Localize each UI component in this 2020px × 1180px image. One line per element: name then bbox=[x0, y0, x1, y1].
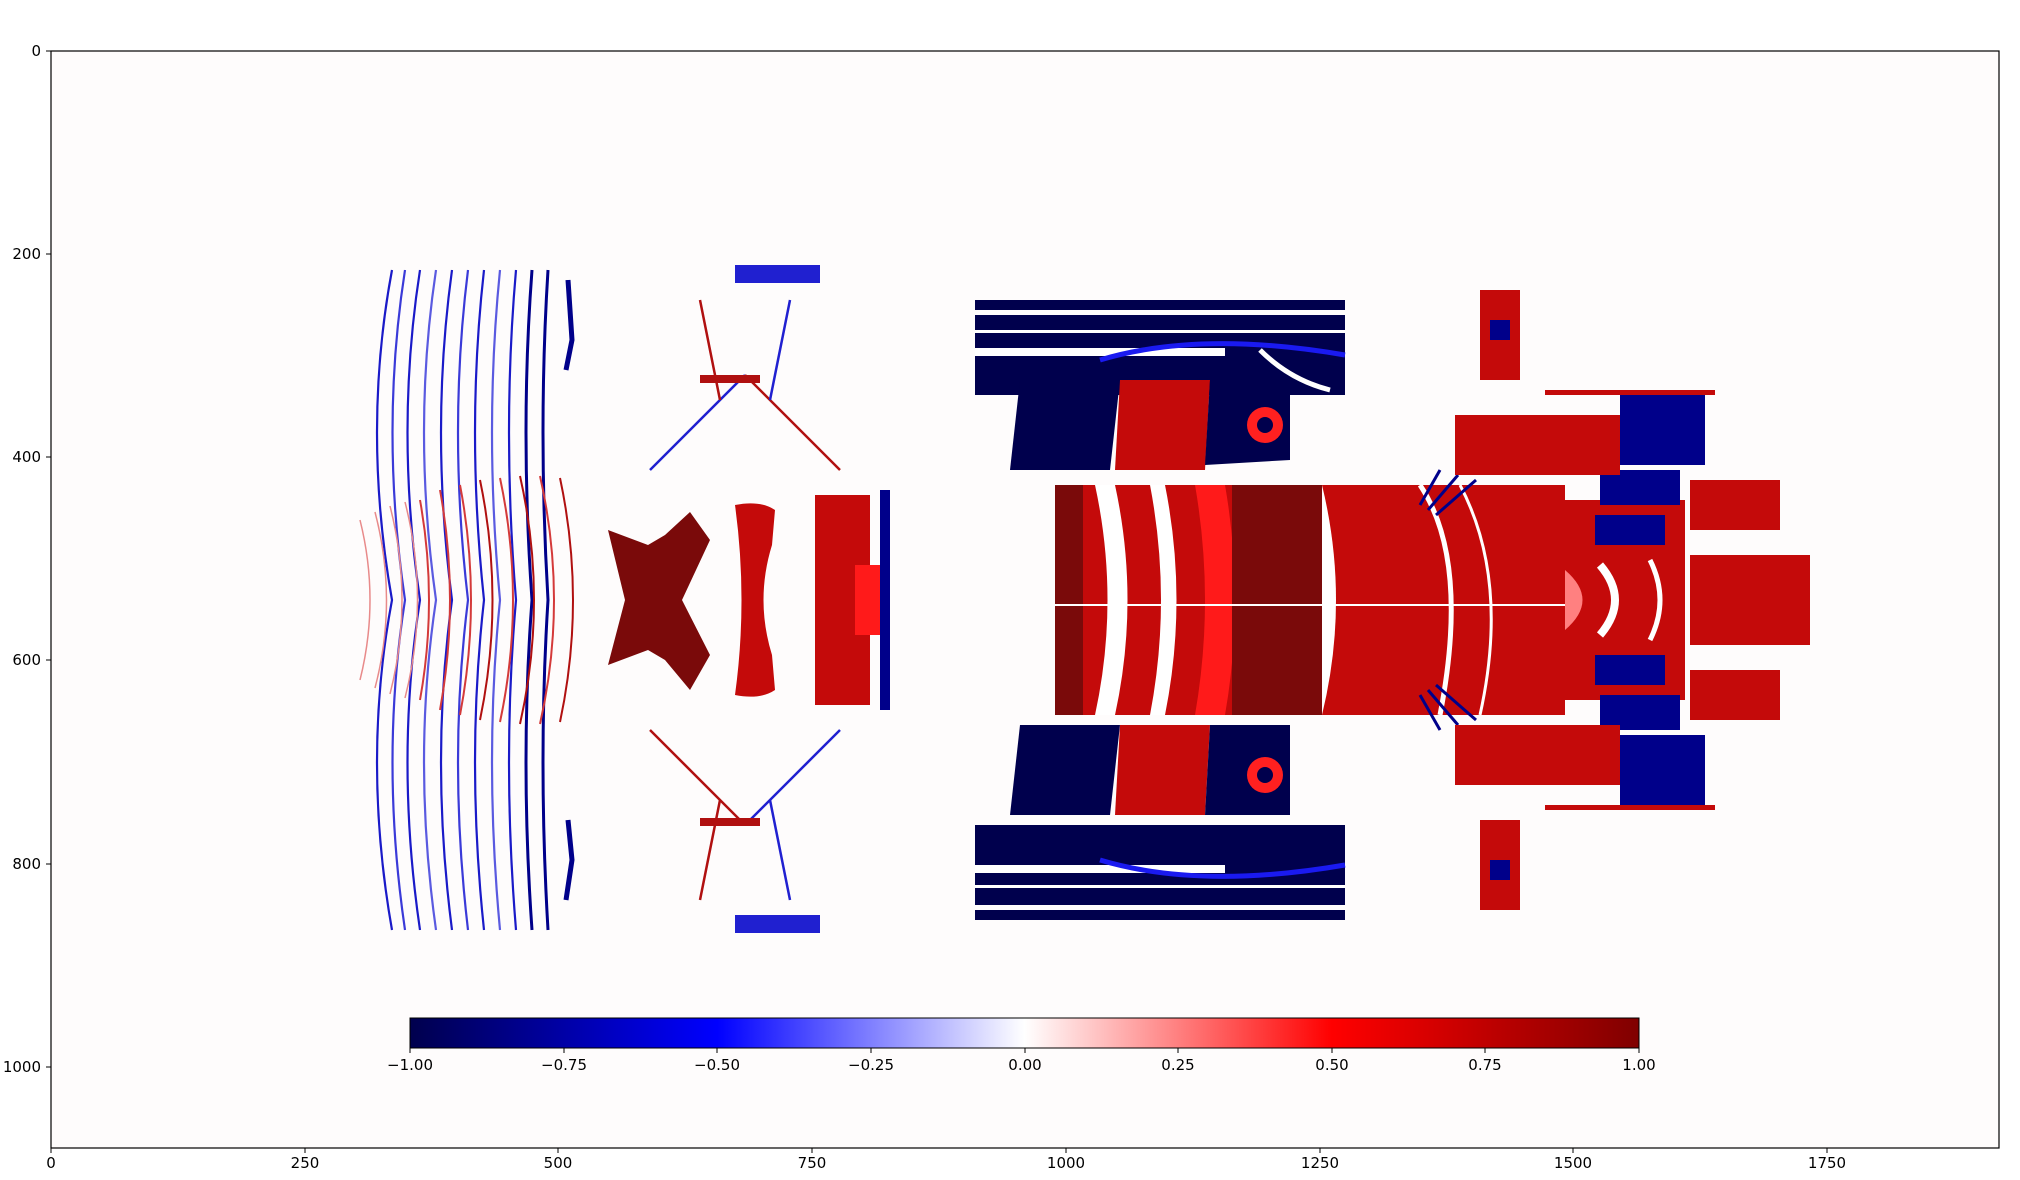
x-tick-label: 1250 bbox=[1301, 1154, 1339, 1172]
y-tick-label: 400 bbox=[12, 448, 41, 466]
heatmap-image bbox=[359, 265, 1810, 933]
x-axis: 0 250 500 750 1000 1250 1500 1750 bbox=[46, 1148, 1846, 1172]
colorbar-tick-label: −1.00 bbox=[387, 1056, 433, 1074]
colorbar-tick-label: 0.25 bbox=[1161, 1056, 1194, 1074]
region-center-main-red-block bbox=[1055, 469, 1565, 731]
x-tick-label: 1000 bbox=[1047, 1154, 1085, 1172]
colorbar-ticks bbox=[409, 1048, 1640, 1053]
colorbar-tick-label: −0.75 bbox=[541, 1056, 587, 1074]
colorbar: −1.00 −0.75 −0.50 −0.25 0.00 0.25 0.50 0… bbox=[387, 1017, 1656, 1074]
region-right-blocks bbox=[1455, 290, 1810, 910]
colorbar-tick-label: 0.50 bbox=[1315, 1056, 1348, 1074]
colorbar-gradient bbox=[409, 1017, 1640, 1049]
y-tick-label: 800 bbox=[12, 855, 41, 873]
colorbar-tick-label: 1.00 bbox=[1622, 1056, 1655, 1074]
x-tick-label: 500 bbox=[544, 1154, 573, 1172]
region-center-bottom-band bbox=[975, 825, 1346, 920]
region-left-center-red-block bbox=[608, 490, 890, 710]
colorbar-tick-label: 0.75 bbox=[1468, 1056, 1501, 1074]
y-tick-label: 200 bbox=[12, 245, 41, 263]
y-tick-label: 1000 bbox=[3, 1058, 41, 1076]
y-tick-label: 600 bbox=[12, 651, 41, 669]
y-axis: 0 200 400 600 800 1000 bbox=[3, 42, 51, 1076]
x-tick-label: 0 bbox=[46, 1154, 56, 1172]
x-tick-label: 250 bbox=[291, 1154, 320, 1172]
x-tick-label: 750 bbox=[798, 1154, 827, 1172]
region-middle-sparse bbox=[649, 265, 841, 933]
region-center-mid-blocks bbox=[1010, 380, 1290, 815]
x-tick-label: 1500 bbox=[1554, 1154, 1592, 1172]
colorbar-tick-label: 0.00 bbox=[1008, 1056, 1041, 1074]
colorbar-tick-label: −0.25 bbox=[848, 1056, 894, 1074]
y-tick-label: 0 bbox=[31, 42, 41, 60]
region-left-contour-field bbox=[359, 269, 575, 931]
colorbar-tick-label: −0.50 bbox=[694, 1056, 740, 1074]
axes-frame bbox=[50, 50, 2000, 1149]
x-tick-label: 1750 bbox=[1808, 1154, 1846, 1172]
